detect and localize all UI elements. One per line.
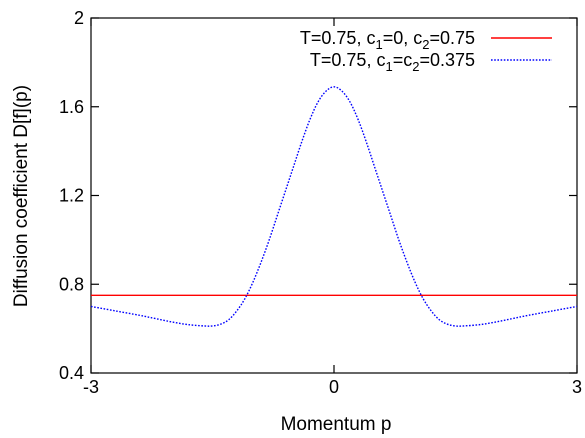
- y-tick-label: 1.6: [59, 97, 84, 117]
- x-axis-label: Momentum p: [281, 414, 392, 435]
- y-axis-label: Diffusion coefficient D[f](p): [11, 85, 32, 307]
- x-tick-label: -3: [83, 377, 99, 397]
- y-tick-label: 0.4: [59, 363, 84, 383]
- y-tick-label: 1.2: [59, 186, 84, 206]
- x-axis-ticks: -3 0 3: [83, 18, 582, 397]
- y-tick-label: 0.8: [59, 274, 84, 294]
- x-tick-label: 0: [329, 377, 339, 397]
- legend-label-2: T=0.75, c1=c2=0.375: [310, 50, 475, 74]
- y-axis-ticks: 0.4 0.8 1.2 1.6 2: [59, 8, 577, 383]
- series-layer: [90, 86, 578, 327]
- y-tick-label: 2: [74, 8, 84, 28]
- x-tick-label: 3: [572, 377, 582, 397]
- legend: T=0.75, c1=0, c2=0.75T=0.75, c1=c2=0.375: [300, 28, 552, 74]
- series-line-2: [90, 86, 578, 327]
- legend-label-1: T=0.75, c1=0, c2=0.75: [300, 28, 475, 52]
